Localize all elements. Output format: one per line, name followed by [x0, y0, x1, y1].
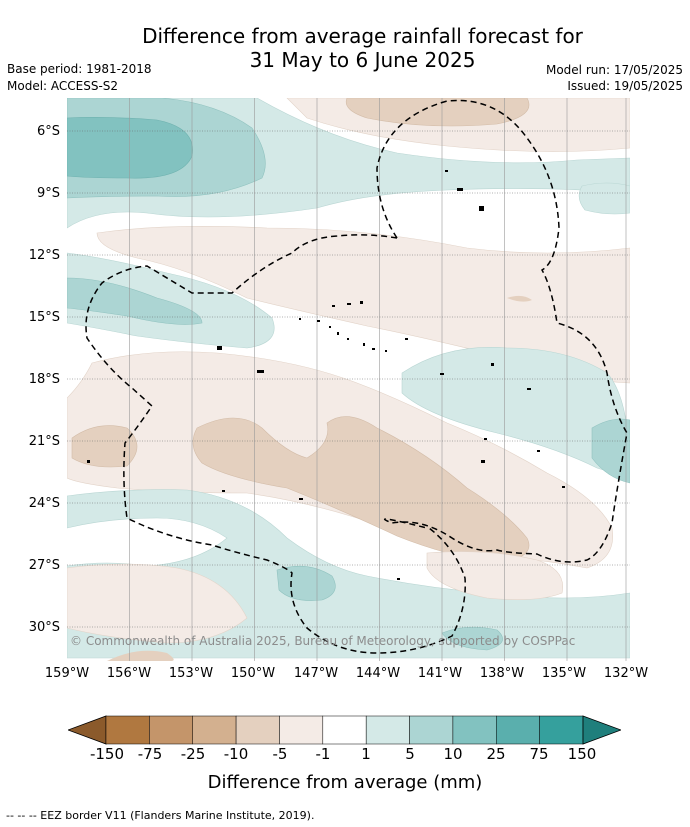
lon-label: 144°W [355, 666, 401, 681]
colorbar-tick: 1 [361, 745, 371, 763]
title-line-1: Difference from average rainfall forecas… [142, 24, 583, 48]
lon-label: 138°W [479, 666, 525, 681]
lat-label: 6°S [36, 124, 60, 139]
colorbar-segment [192, 715, 237, 745]
model-name: Model: ACCESS-S2 [7, 79, 119, 93]
map-title: Difference from average rainfall forecas… [0, 24, 690, 72]
colorbar-segment [279, 715, 324, 745]
lon-label: 159°W [44, 666, 90, 681]
colorbar-tick: -5 [272, 745, 288, 763]
wetter-region [67, 277, 203, 325]
lon-label: 153°W [168, 666, 214, 681]
colorbar-tick: 25 [486, 745, 506, 763]
lat-label: 15°S [28, 310, 60, 325]
colorbar-segment [105, 715, 150, 745]
lon-label: 150°W [230, 666, 276, 681]
wetter-region [578, 182, 630, 215]
wetter-region [441, 626, 503, 651]
colorbar-segment [496, 715, 540, 745]
lat-label: 21°S [28, 434, 60, 449]
copyright: © Commonwealth of Australia 2025, Bureau… [70, 634, 576, 648]
colorbar-tick: -75 [137, 745, 163, 763]
lon-label: 156°W [106, 666, 152, 681]
colorbar-tick: 150 [567, 745, 597, 763]
colorbar-segment [452, 715, 497, 745]
colorbar-tick: -10 [223, 745, 249, 763]
colorbar-extend-high [582, 715, 621, 745]
colorbar-tick: 10 [443, 745, 463, 763]
colorbar-tick: 5 [405, 745, 415, 763]
base-period: Base period: 1981-2018 [7, 62, 152, 76]
lat-label: 27°S [28, 558, 60, 573]
colorbar-tick: 75 [529, 745, 549, 763]
colorbar-title: Difference from average (mm) [207, 772, 483, 793]
colorbar-segment [322, 715, 367, 745]
lon-label: 147°W [293, 666, 339, 681]
lat-label: 18°S [28, 372, 60, 387]
colorbar-segment [539, 715, 584, 745]
colorbar-tick: -150 [89, 745, 125, 763]
islands [87, 170, 565, 580]
lon-label: 132°W [603, 666, 649, 681]
lat-label: 30°S [28, 620, 60, 635]
lon-label: 141°W [417, 666, 463, 681]
lat-label: 9°S [36, 186, 60, 201]
footnote: -- -- -- EEZ border V11 (Flanders Marine… [6, 809, 315, 822]
model-run: Model run: 17/05/2025 [545, 63, 683, 77]
colorbar-extend-low [68, 715, 107, 745]
colorbar [68, 715, 621, 745]
colorbar-segment [365, 715, 410, 745]
colorbar-segment [149, 715, 193, 745]
drier-region [507, 295, 532, 302]
colorbar-tick: -1 [315, 745, 331, 763]
colorbar-segment [409, 715, 454, 745]
lon-label: 135°W [541, 666, 587, 681]
drier-region [67, 563, 248, 644]
eez-border [85, 99, 628, 654]
lat-label: 24°S [28, 496, 60, 511]
lat-label: 12°S [28, 248, 60, 263]
colorbar-tick: -25 [180, 745, 206, 763]
colorbar-segment [235, 715, 280, 745]
title-line-2: 31 May to 6 June 2025 [249, 48, 476, 72]
issued-date: Issued: 19/05/2025 [567, 79, 683, 93]
drier-region [107, 650, 174, 661]
drier-region [426, 551, 564, 600]
rainfall-map [67, 98, 630, 661]
drier-region [192, 416, 530, 564]
drier-region [71, 425, 138, 468]
